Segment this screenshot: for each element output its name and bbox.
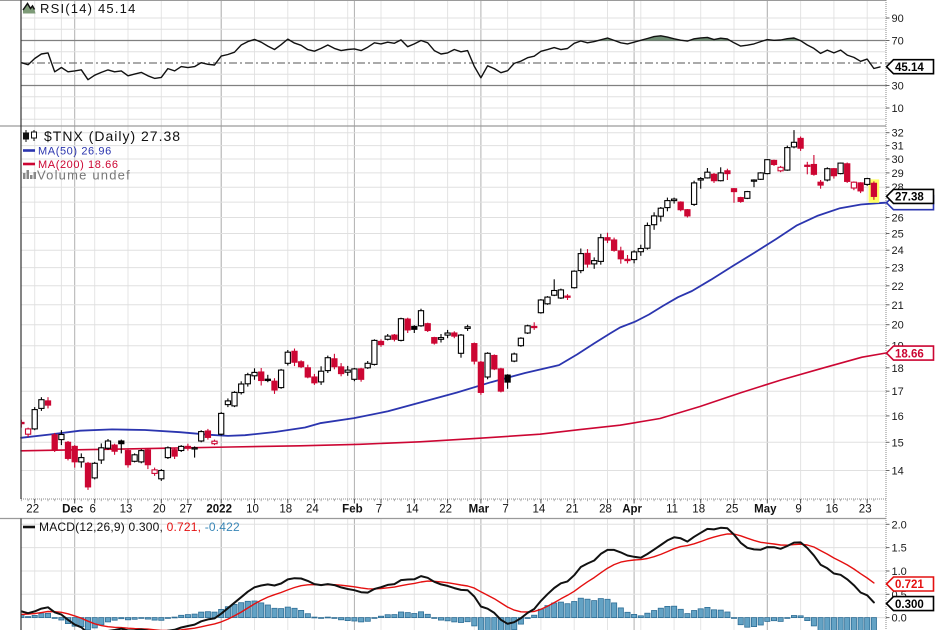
svg-text:RSI(14) 45.14: RSI(14) 45.14 [40, 1, 137, 16]
svg-text:10: 10 [246, 504, 259, 516]
svg-text:70: 70 [892, 36, 904, 48]
svg-text:Feb: Feb [342, 504, 362, 516]
svg-text:23: 23 [892, 263, 904, 275]
svg-text:2022: 2022 [206, 504, 232, 516]
svg-text:16: 16 [892, 411, 904, 423]
svg-text:30: 30 [892, 154, 904, 166]
svg-text:0.0: 0.0 [892, 613, 907, 625]
svg-text:24: 24 [306, 504, 319, 516]
svg-text:18.66: 18.66 [895, 348, 924, 360]
svg-text:45.14: 45.14 [895, 62, 924, 74]
svg-text:May: May [754, 504, 777, 516]
svg-text:Volume undef: Volume undef [37, 168, 131, 183]
svg-text:16: 16 [826, 504, 839, 516]
svg-text:26: 26 [892, 213, 904, 225]
svg-text:14: 14 [533, 504, 546, 516]
svg-text:2.0: 2.0 [892, 519, 907, 531]
svg-text:23: 23 [859, 504, 872, 516]
svg-text:9: 9 [795, 504, 801, 516]
svg-text:27.38: 27.38 [895, 192, 924, 204]
svg-text:0.721: 0.721 [895, 579, 924, 591]
svg-text:13: 13 [120, 504, 133, 516]
svg-text:7: 7 [502, 504, 508, 516]
svg-text:1.0: 1.0 [892, 566, 907, 578]
svg-text:Apr: Apr [622, 504, 642, 516]
svg-text:1.5: 1.5 [892, 543, 907, 555]
svg-text:MACD(12,26,9) 0.300, 0.721, -0: MACD(12,26,9) 0.300, 0.721, -0.422 [39, 520, 240, 534]
svg-text:22: 22 [892, 281, 904, 293]
svg-text:0.300: 0.300 [895, 599, 924, 611]
svg-text:29: 29 [892, 168, 904, 180]
svg-text:28: 28 [599, 504, 612, 516]
svg-text:32: 32 [892, 128, 904, 140]
svg-text:90: 90 [892, 13, 904, 25]
svg-text:31: 31 [892, 141, 904, 153]
svg-text:14: 14 [406, 504, 419, 516]
svg-text:7: 7 [376, 504, 382, 516]
svg-text:MA(50) 26.96: MA(50) 26.96 [38, 146, 112, 158]
svg-text:24: 24 [892, 245, 904, 257]
svg-text:14: 14 [892, 466, 904, 478]
svg-text:$TNX (Daily) 27.38: $TNX (Daily) 27.38 [44, 128, 181, 144]
svg-text:Dec: Dec [62, 504, 84, 516]
svg-text:21: 21 [892, 300, 904, 312]
svg-text:10: 10 [892, 103, 904, 115]
svg-text:21: 21 [566, 504, 579, 516]
svg-text:25: 25 [892, 229, 904, 241]
svg-text:MA(200) 18.66: MA(200) 18.66 [38, 159, 119, 171]
svg-text:22: 22 [439, 504, 452, 516]
svg-text:Mar: Mar [469, 504, 490, 516]
svg-text:18: 18 [892, 363, 904, 375]
svg-text:17: 17 [892, 386, 904, 398]
svg-text:22: 22 [26, 504, 39, 516]
svg-text:18: 18 [279, 504, 292, 516]
svg-text:18: 18 [692, 504, 705, 516]
svg-text:6: 6 [89, 504, 95, 516]
svg-text:27: 27 [180, 504, 193, 516]
svg-text:11: 11 [666, 504, 678, 516]
svg-text:30: 30 [892, 81, 904, 93]
svg-text:15: 15 [892, 437, 904, 449]
svg-text:25: 25 [726, 504, 739, 516]
svg-text:20: 20 [892, 320, 904, 332]
svg-text:20: 20 [153, 504, 166, 516]
